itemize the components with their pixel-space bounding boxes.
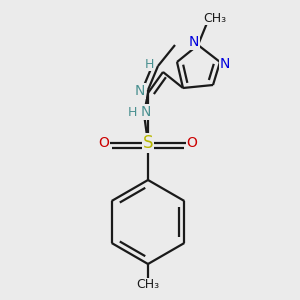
Text: O: O [187,136,197,150]
Text: N: N [220,57,230,71]
Text: H: H [144,58,154,70]
Text: S: S [143,134,153,152]
Text: N: N [135,84,145,98]
Text: N: N [141,105,151,119]
Text: O: O [99,136,110,150]
Text: CH₃: CH₃ [203,11,226,25]
Text: H: H [127,106,137,118]
Text: N: N [189,35,199,49]
Text: CH₃: CH₃ [136,278,160,292]
